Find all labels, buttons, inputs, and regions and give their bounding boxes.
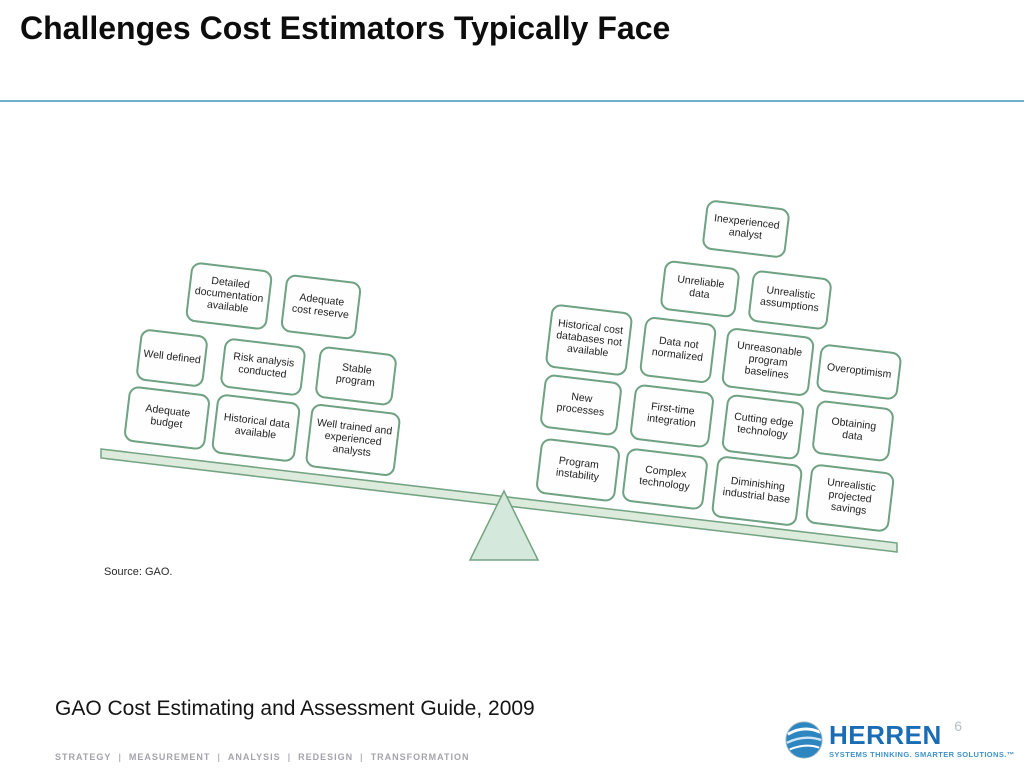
footer-separator: | [287, 752, 292, 762]
footer-nav: STRATEGY | MEASUREMENT | ANALYSIS | REDESIGN | T… [55, 752, 470, 762]
challenge-box: Detailed documentation available [184, 261, 274, 331]
logo-text-block: HERREN SYSTEMS THINKING. SMARTER SOLUTIO… [829, 722, 1015, 759]
challenge-box: New processes [539, 373, 623, 437]
footer-separator: | [360, 752, 364, 762]
challenge-box: Unreasonable program baselines [720, 327, 816, 397]
logo-name: HERREN [829, 720, 942, 750]
herren-globe-icon [784, 720, 824, 765]
challenge-box: Stable program [314, 345, 398, 407]
footer-separator: | [118, 752, 122, 762]
herren-logo: HERREN SYSTEMS THINKING. SMARTER SOLUTIO… [784, 720, 1015, 765]
footer-item: STRATEGY [55, 752, 112, 762]
seesaw-fulcrum-icon [468, 489, 540, 561]
challenge-box: Well trained and experienced analysts [304, 402, 402, 478]
challenge-box: Data not normalized [638, 315, 718, 385]
challenge-box: Historical data available [210, 393, 302, 463]
challenge-box: Well defined [135, 328, 209, 388]
footer-item: ANALYSIS [227, 752, 281, 762]
challenge-box: Program instability [534, 437, 622, 503]
footer-item: MEASUREMENT [128, 752, 211, 762]
challenge-box: Risk analysis conducted [219, 337, 307, 397]
challenge-box: Inexperienced analyst [701, 199, 791, 259]
challenge-box: Overoptimism [815, 343, 903, 401]
challenge-box: Historical cost databases not available [544, 303, 634, 377]
challenge-box: Cutting edge technology [720, 393, 806, 461]
page-title: Challenges Cost Estimators Typically Fac… [20, 10, 671, 46]
challenge-box: Unrealistic projected savings [804, 463, 896, 533]
challenge-box: Diminishing industrial base [710, 455, 804, 527]
challenge-box: Unrealistic assumptions [747, 269, 833, 331]
challenge-box: Unreliable data [659, 259, 741, 319]
challenge-box: Obtaining data [811, 399, 895, 463]
slide-caption: GAO Cost Estimating and Assessment Guide… [55, 697, 535, 720]
logo-tagline: SYSTEMS THINKING. SMARTER SOLUTIONS.™ [829, 750, 1015, 759]
page-number: 6 [954, 718, 962, 734]
challenge-box: Complex technology [621, 447, 709, 511]
footer-separator: | [217, 752, 221, 762]
challenge-box: First-time integration [628, 383, 716, 449]
challenge-box: Adequate cost reserve [279, 273, 363, 341]
title-divider [0, 100, 1024, 102]
challenge-box: Adequate budget [122, 385, 212, 451]
footer-item: REDESIGN [298, 752, 354, 762]
footer-item: TRANSFORMATION [370, 752, 470, 762]
source-note: Source: GAO. [104, 566, 173, 578]
